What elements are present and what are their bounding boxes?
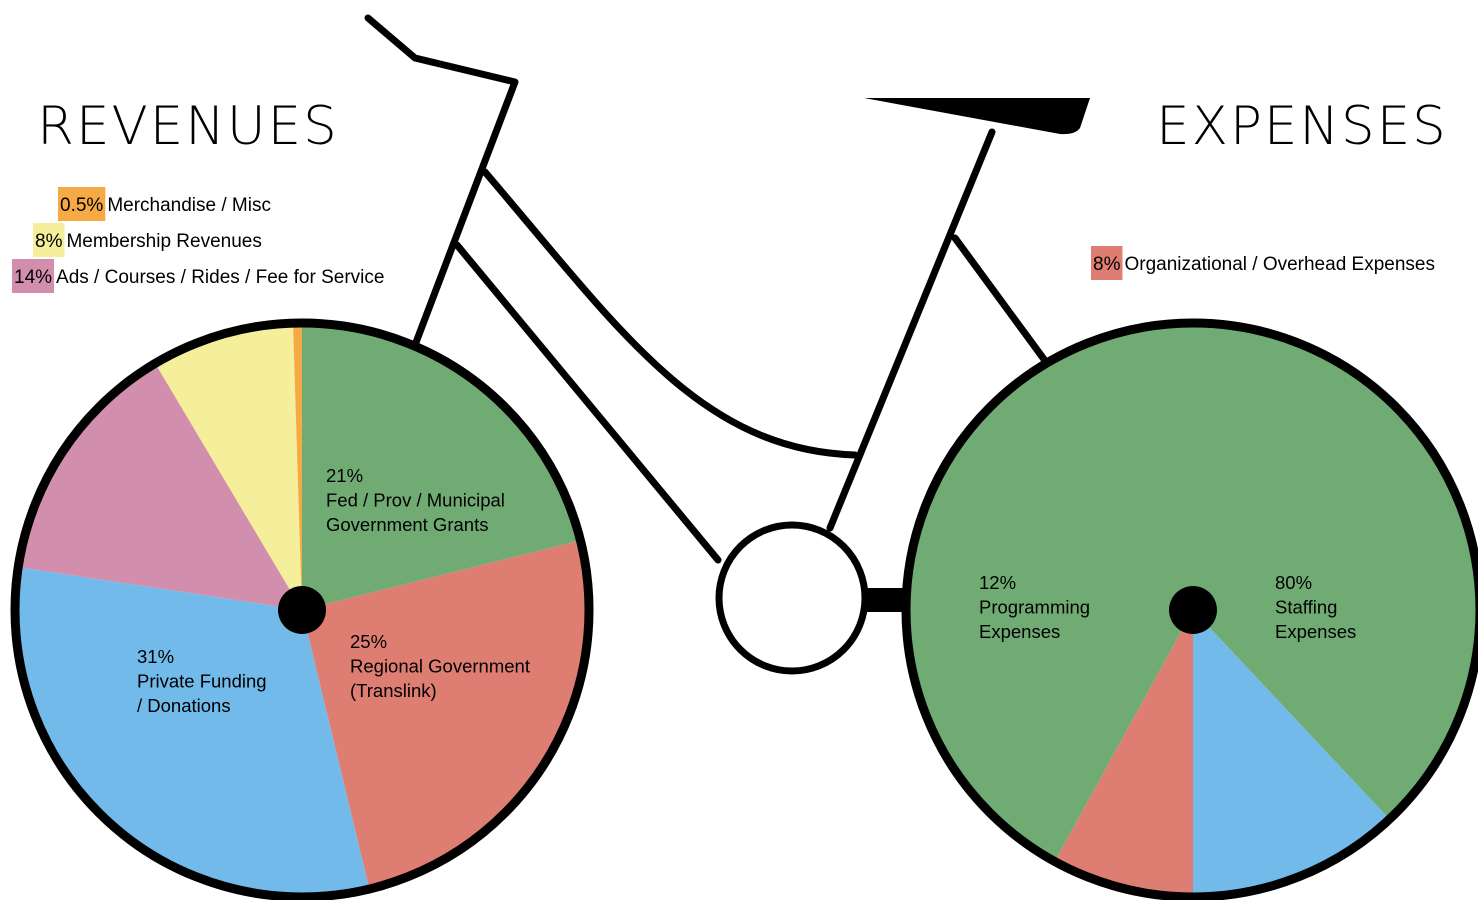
expenses-legend-item-2: 8% Organizational / Overhead Expenses	[1091, 246, 1435, 280]
revenues-hub	[278, 586, 326, 634]
expenses-slice-label-0: 80% Staffing Expenses	[1275, 572, 1356, 642]
legend-label: Ads / Courses / Rides / Fee for Service	[56, 267, 384, 288]
top-tube	[481, 168, 859, 459]
labels-layer: REVENUES 21% Fed / Prov / Municipal Governm…	[12, 96, 1448, 716]
handlebar	[364, 14, 519, 349]
expenses-title: EXPENSES	[1156, 96, 1448, 157]
expenses-slice-2	[1054, 610, 1193, 897]
revenues-legend-item-5: 0.5% Merchandise / Misc	[58, 187, 271, 221]
legend-label: Membership Revenues	[66, 231, 261, 252]
revenues-slice-3	[18, 363, 302, 610]
revenues-wheel-rim	[10, 318, 594, 900]
legend-label: Organizational / Overhead Expenses	[1124, 254, 1435, 275]
revenues-slice-label-2: 31% Private Funding / Donations	[137, 646, 267, 716]
legend-percent: 8%	[1093, 254, 1121, 275]
expenses-slice-1	[1193, 610, 1390, 897]
expenses-wheel-rim	[901, 318, 1478, 900]
revenues-legend-item-4: 8% Membership Revenues	[33, 223, 262, 257]
seat-stay	[951, 234, 1050, 366]
expenses-hub	[1169, 586, 1217, 634]
legend-label: Merchandise / Misc	[107, 195, 271, 216]
revenues-slice-4	[155, 323, 302, 610]
chainring	[715, 521, 869, 675]
legend-percent: 0.5%	[60, 195, 103, 216]
expenses-slice-label-1: 12% Programming Expenses	[979, 572, 1090, 642]
saddle	[864, 98, 1090, 135]
legend-swatch	[12, 259, 55, 293]
legend-swatch	[33, 223, 65, 257]
revenues-slice-label-0: 21% Fed / Prov / Municipal Government Gran…	[326, 465, 505, 535]
revenues-slice-1	[302, 540, 589, 889]
bicycle-frame	[364, 14, 1090, 675]
revenues-legend-item-3: 14% Ads / Courses / Rides / Fee for Servi…	[12, 259, 384, 293]
expenses-pie	[901, 318, 1478, 900]
revenues-slice-label-1: 25% Regional Government (Translink)	[350, 631, 530, 701]
down-tube	[453, 241, 722, 564]
revenues-slice-5	[292, 322, 302, 610]
revenues-slice-0	[302, 323, 581, 610]
legend-percent: 8%	[35, 231, 63, 252]
legend-swatch	[58, 187, 106, 221]
legend-swatch	[1091, 246, 1123, 280]
revenues-title: REVENUES	[37, 96, 339, 157]
revenues-pie	[10, 318, 594, 900]
seat-tube	[826, 128, 996, 532]
legend-percent: 14%	[14, 267, 52, 288]
